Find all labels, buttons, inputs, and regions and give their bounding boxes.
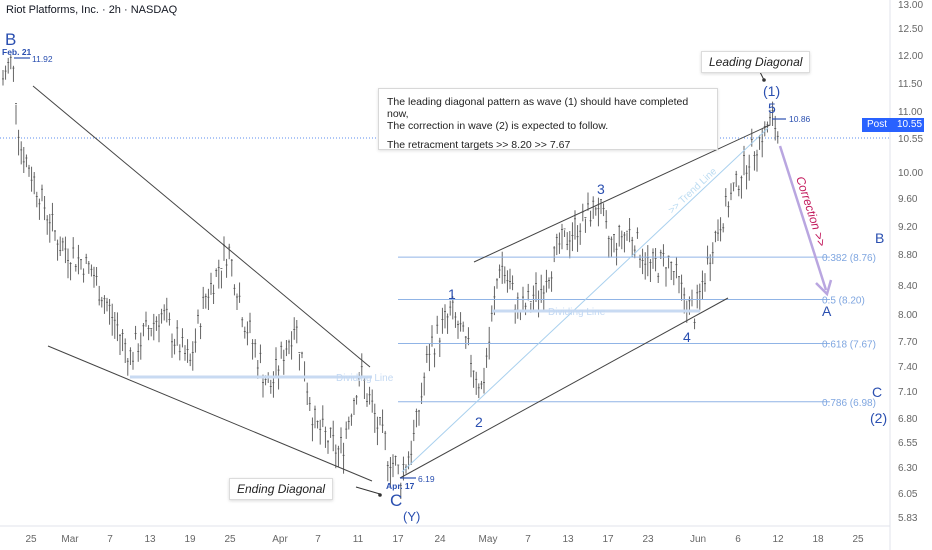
price-tick-label: 8.40 [898,281,918,292]
wave-label-5: 5 [768,100,776,116]
time-tick-label: 11 [353,534,364,545]
time-tick-label: 6 [735,534,741,545]
wave-label-b-right: B [875,230,884,246]
time-tick-label: 25 [25,534,37,545]
time-tick-label: 25 [852,534,864,545]
price-tick-label: 11.00 [898,107,923,118]
candles [2,55,779,499]
time-tick-label: 24 [434,534,446,545]
wave-label-c-bottom: C [390,491,402,510]
price-tick-label: 6.05 [898,489,918,500]
wave-labels: B C (Y) 1 2 3 4 5 (1) B A C (2) [5,30,887,524]
low-value-label: 6.19 [418,474,435,484]
price-tick-label: 13.00 [898,0,923,11]
price-tick-label: 10.00 [898,168,923,179]
time-tick-label: 17 [392,534,404,545]
wave-label-y: (Y) [403,509,420,524]
time-tick-label: 17 [602,534,614,545]
fib-label-0.786: 0.786 (6.98) [822,398,876,409]
annotation-line-2: The correction in wave (2) is expected t… [387,120,609,132]
price-tick-label: 6.80 [898,414,918,425]
price-tick-label: 11.50 [898,79,923,90]
correction-arrow-line [778,145,828,291]
dividing-line-2-label: Dividing Line [548,307,606,318]
time-tick-label: 7 [315,534,321,545]
annotation-box[interactable]: The leading diagonal pattern as wave (1)… [378,88,718,151]
low-date-label: Apr. 17 [386,481,415,491]
fib-label-0.5: 0.5 (8.20) [822,296,865,307]
price-tick-label: 8.80 [898,250,918,261]
price-tick-label: 7.40 [898,362,918,373]
price-tick-label: 8.00 [898,310,918,321]
price-tick-label: 12.00 [898,51,923,62]
correction-arrow-head [815,279,833,297]
high-date-label: Feb. 21 [2,47,32,57]
wave-label-a: A [822,303,832,319]
trend-line [401,127,769,473]
price-tick-label: 6.55 [898,438,918,449]
price-tick-label: 5.83 [898,513,918,524]
time-tick-label: 23 [642,534,654,545]
ending-diagonal-pointer [355,486,381,495]
wave-label-3: 3 [597,181,605,197]
ending-diagonal-dot [378,493,382,497]
trend-line-label: >> Trend Line [667,166,720,216]
wave-label-1: 1 [448,286,456,302]
price-axis: 13.0012.5012.0011.5011.0010.5510.009.609… [898,0,923,524]
fib-label-0.382: 0.382 (8.76) [822,253,876,264]
wave5-value-label: 10.86 [789,114,811,124]
time-axis: 25 Mar 7 13 19 25 Apr 7 11 17 24 May 7 13 17 23 Jun 6 12 18… [25,534,864,545]
pattern-lines [14,57,786,497]
leading-diagonal-dot [762,78,766,82]
ending-diagonal-upper-line [32,85,371,368]
fib-label-0.618: 0.618 (7.67) [822,340,876,351]
leading-diagonal-lower-line [399,297,729,479]
time-tick-label: 7 [525,534,531,545]
price-tick-label: 9.60 [898,194,918,205]
ending-diagonal-tag[interactable]: Ending Diagonal [229,478,334,500]
wave-label-c-right: C [872,384,882,400]
correction-label: Correction >> [793,175,829,248]
fib-levels: 0.382 (8.76) 0.5 (8.20) 0.618 (7.67) 0.786 … [398,253,876,409]
wave-label-b-top: B [5,30,16,49]
time-tick-label: 12 [772,534,784,545]
time-tick-label: 13 [144,534,156,545]
time-tick-label: Apr [272,534,288,545]
wave-label-1-paren: (1) [763,83,780,99]
chart-title: Riot Platforms, Inc. · 2h · NASDAQ [6,4,178,16]
time-tick-label: May [479,534,498,545]
price-tick-label: 9.20 [898,222,918,233]
time-tick-label: 13 [562,534,574,545]
leading-diagonal-upper-line [473,124,771,263]
leading-diagonal-tag[interactable]: Leading Diagonal [701,51,811,73]
high-value-label: 11.92 [32,54,53,64]
price-tick-label: 10.55 [898,134,923,145]
price-tick-label: 12.50 [898,24,923,35]
time-tick-label: 7 [107,534,113,545]
ending-diagonal-lower-line [47,345,373,482]
wave-label-2: 2 [475,414,483,430]
time-tick-label: 19 [184,534,196,545]
time-tick-label: 25 [224,534,236,545]
post-badge-label: Post [867,119,888,130]
annotation-line-1: The leading diagonal pattern as wave (1)… [387,96,689,120]
time-tick-label: Mar [61,534,79,545]
wave-label-2-paren: (2) [870,410,887,426]
price-tick-label: 7.70 [898,337,918,348]
price-tick-label: 6.30 [898,463,918,474]
price-point-labels: Feb. 21 11.92 Apr. 17 6.19 10.86 [2,47,811,491]
time-tick-label: Jun [690,534,706,545]
wave-label-4: 4 [683,329,691,345]
annotation-line-3: The retracment targets >> 8.20 >> 7.67 [387,139,571,151]
price-tick-label: 7.10 [898,387,918,398]
correction-arrow: Correction >> [778,145,833,297]
time-tick-label: 18 [812,534,824,545]
post-price-badge: Post 10.55 [862,118,924,132]
post-badge-value: 10.55 [897,119,923,130]
dividing-line-1-label: Dividing Line [336,373,394,384]
